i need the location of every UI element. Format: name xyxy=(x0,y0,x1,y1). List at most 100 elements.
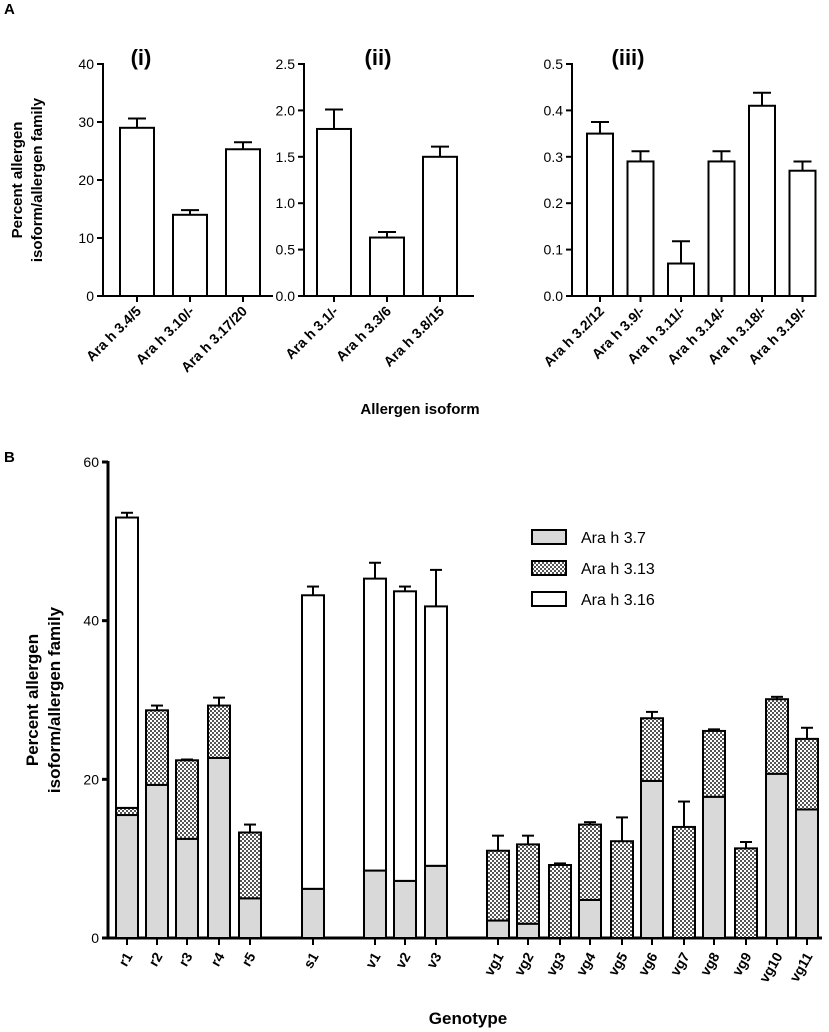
stacked-bar-segment xyxy=(207,704,231,759)
bar xyxy=(172,213,208,297)
stacked-bar-segment xyxy=(548,864,572,939)
y-tick-label: 0.5 xyxy=(544,56,564,72)
y-tick-label: 0.1 xyxy=(544,242,564,258)
bar xyxy=(667,262,695,297)
x-tick-label: r4 xyxy=(207,949,228,969)
stacked-bar-segment xyxy=(702,729,726,798)
y-tick-label: 30 xyxy=(78,114,94,130)
panel-a-letter: A xyxy=(4,1,15,18)
x-tick-label: v2 xyxy=(392,949,414,971)
stacked-bar-segment xyxy=(115,806,139,817)
stacked-bar-segment xyxy=(640,779,664,939)
x-tick-label: r1 xyxy=(115,949,136,969)
legend-swatch xyxy=(531,529,567,545)
stacked-bar-segment xyxy=(393,590,417,882)
bar xyxy=(119,126,155,297)
y-tick-label: 0.0 xyxy=(544,288,564,304)
stacked-bar-segment xyxy=(175,837,199,939)
stacked-bar-segment xyxy=(363,869,387,939)
x-tick-label: vg8 xyxy=(697,949,723,978)
panel-b-x-axis-title: Genotype xyxy=(429,1009,507,1028)
stacked-bar-segment xyxy=(765,772,789,940)
x-tick-label: vg9 xyxy=(729,949,755,978)
stacked-bar-segment xyxy=(702,795,726,940)
y-tick-label: 2.0 xyxy=(276,102,296,118)
legend-label: Ara h 3.16 xyxy=(581,592,655,609)
chart-a-ii: 0.00.51.01.52.02.5 (ii)Ara h 3.1/-Ara h 3… xyxy=(276,45,474,370)
stacked-bar-segment xyxy=(486,849,510,922)
y-tick-label: 0.0 xyxy=(276,288,296,304)
x-tick-label: vg7 xyxy=(667,949,693,978)
x-tick-label: s1 xyxy=(300,949,322,971)
y-tick-label: 0.4 xyxy=(544,102,564,118)
x-tick-label: r3 xyxy=(175,949,196,969)
y-tick-label: 0.3 xyxy=(544,149,564,165)
stacked-bar-segment xyxy=(578,823,602,901)
y-tick-label: 0 xyxy=(86,288,94,304)
legend-label: Ara h 3.7 xyxy=(581,530,646,547)
y-tick-label: 40 xyxy=(78,56,94,72)
stacked-bar-segment xyxy=(238,831,262,900)
y-tick-label: 1.0 xyxy=(276,195,296,211)
y-tick-label: 20 xyxy=(83,771,99,787)
x-tick-label: v1 xyxy=(362,949,384,971)
x-tick-label: vg1 xyxy=(481,949,507,978)
stacked-bar-segment xyxy=(424,605,448,867)
x-tick-label: r5 xyxy=(238,949,259,969)
bar xyxy=(626,160,655,297)
y-tick-label: 0 xyxy=(91,930,99,946)
stacked-bar-segment xyxy=(610,840,634,939)
x-tick-label: vg11 xyxy=(786,949,816,984)
stacked-bar-segment xyxy=(578,898,602,939)
x-tick-label: vg2 xyxy=(511,949,537,978)
panel-a-y-axis-title: Percent allergen isoform/allergen family xyxy=(9,97,46,262)
y-tick-label: 0.2 xyxy=(544,195,564,211)
x-tick-label: vg5 xyxy=(605,949,631,978)
panel-b-y-axis-title-line2: isoform/allergen family xyxy=(45,606,64,793)
panel-title: (iii) xyxy=(612,45,645,70)
stacked-bar-segment xyxy=(207,756,231,939)
stacked-bar-segment xyxy=(516,843,540,925)
stacked-bar-segment xyxy=(175,759,199,840)
stacked-bar-segment xyxy=(640,717,664,782)
panel-a-y-axis-title-line2: isoform/allergen family xyxy=(29,97,46,262)
x-tick-label: vg10 xyxy=(756,949,786,985)
y-tick-label: 20 xyxy=(78,172,94,188)
panel-b-y-axis-title: Percent allergen isoform/allergen family xyxy=(23,606,64,793)
x-tick-label: vg6 xyxy=(635,949,661,978)
panel-b-letter: B xyxy=(4,449,15,466)
bar xyxy=(748,104,776,298)
x-tick-label: v3 xyxy=(423,949,445,971)
stacked-bar-segment xyxy=(516,922,540,939)
stacked-bar-segment xyxy=(795,808,819,939)
stacked-bar-segment xyxy=(301,594,325,890)
bar xyxy=(586,132,614,297)
stacked-bar-segment xyxy=(115,516,139,809)
panel-title: (i) xyxy=(131,45,152,70)
chart-b: 0 20 40 60 r1 r2 r3 r4 r5 s1 v1 v2 v3 vg1 vg2 vg3 vg4 vg5… xyxy=(83,454,822,985)
legend-label: Ara h 3.13 xyxy=(581,561,655,578)
panel-title: (ii) xyxy=(365,45,392,70)
stacked-bar-segment xyxy=(424,864,448,939)
y-tick-label: 10 xyxy=(78,230,94,246)
bar xyxy=(788,169,817,297)
panel-a-x-axis-title: Allergen isoform xyxy=(360,401,479,418)
legend-swatch xyxy=(531,560,567,576)
legend-swatch xyxy=(531,591,567,607)
bar xyxy=(707,160,736,297)
panel-a-y-axis-title-line1: Percent allergen xyxy=(9,122,26,239)
bar xyxy=(422,155,458,297)
stacked-bar-segment xyxy=(238,897,262,939)
stacked-bar-segment xyxy=(363,577,387,872)
legend: Ara h 3.7 Ara h 3.13 Ara h 3.16 xyxy=(531,529,655,609)
stacked-bar-segment xyxy=(393,879,417,940)
stacked-bar-segment xyxy=(145,783,169,939)
x-tick-label: r2 xyxy=(145,949,166,969)
stacked-bar-segment xyxy=(301,887,325,940)
y-tick-label: 1.5 xyxy=(276,149,296,165)
y-tick-label: 2.5 xyxy=(276,56,296,72)
y-tick-label: 0.5 xyxy=(276,242,296,258)
